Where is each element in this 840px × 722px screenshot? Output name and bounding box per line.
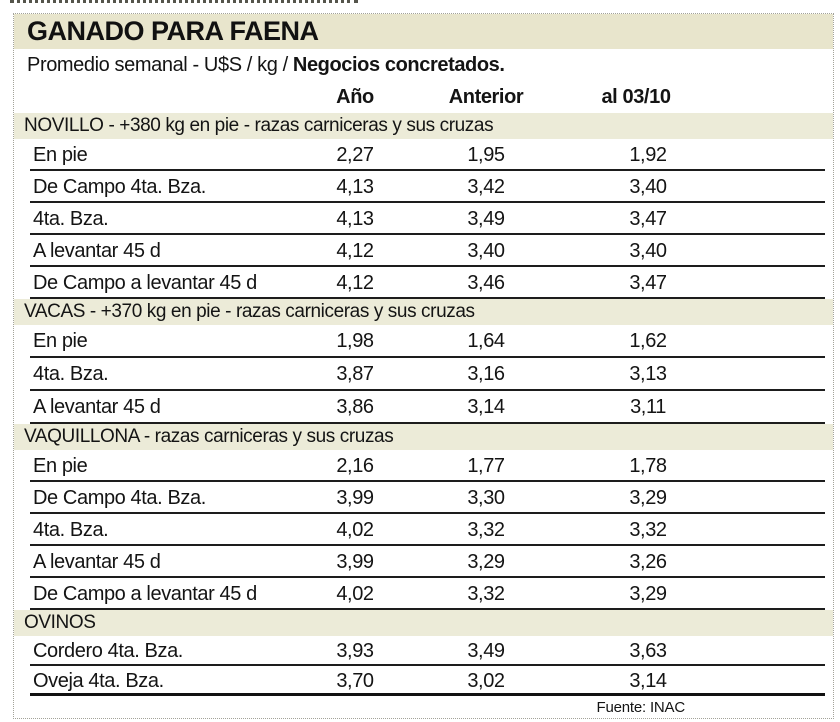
row-value: 3,14 [629,669,667,692]
row-value: 3,11 [630,396,666,418]
row-label: 4ta. Bza. [33,518,109,541]
table-row: Cordero 4ta. Bza. 3,93 3,49 3,63 [14,636,833,666]
section: OVINOS Cordero 4ta. Bza. 3,93 3,49 3,63 Oveja… [14,610,833,696]
table-row: De Campo a levantar 45 d 4,02 3,32 3,29 [14,578,833,610]
column-header-anterior: Anterior [448,85,524,108]
row-value: 3,49 [467,207,505,230]
table-row: Oveja 4ta. Bza. 3,70 3,02 3,14 [14,666,833,696]
row-value: 3,29 [629,582,667,605]
cropped-neighbor-dotted-line [10,0,358,3]
subtitle-bold: Negocios concretados. [292,54,505,76]
row-label: A levantar 45 d [33,550,161,573]
table-row: En pie 2,16 1,77 1,78 [14,450,833,482]
row-value: 4,12 [336,271,374,294]
section: VACAS - +370 kg en pie - razas carnicera… [14,299,833,424]
section-header: NOVILLO - +380 kg en pie - razas carnice… [14,113,833,139]
table-row: A levantar 45 d 4,12 3,40 3,40 [14,235,833,267]
row-value: 4,02 [336,518,374,541]
subtitle: Promedio semanal - U$S / kg / Negocios c… [14,49,833,81]
row-value: 3,40 [629,239,667,262]
row-value: 3,16 [467,363,505,385]
row-value: 2,16 [336,454,374,477]
row-value: 3,40 [629,175,667,198]
row-value: 3,46 [467,271,505,294]
source-credit: Fuente: INAC [596,699,686,716]
page-title: GANADO PARA FAENA [27,16,319,46]
row-label: Cordero 4ta. Bza. [33,639,183,662]
column-header-al-0310: al 03/10 [601,85,671,108]
row-label: A levantar 45 d [33,239,161,262]
section: NOVILLO - +380 kg en pie - razas carnice… [14,113,833,299]
row-value: 3,93 [336,639,374,662]
row-value: 3,47 [629,271,667,294]
row-value: 1,92 [629,143,667,166]
row-value: 3,29 [467,550,505,573]
table-row: A levantar 45 d 3,86 3,14 3,11 [14,391,833,424]
row-value: 1,95 [467,143,505,166]
row-value: 3,42 [467,175,505,198]
table-row: 4ta. Bza. 4,13 3,49 3,47 [14,203,833,235]
row-label: De Campo a levantar 45 d [33,582,257,605]
footer: Fuente: INAC [14,696,833,718]
table-row: 4ta. Bza. 4,02 3,32 3,32 [14,514,833,546]
column-header-row: Año Anterior al 03/10 [14,81,833,113]
section-header: VACAS - +370 kg en pie - razas carnicera… [14,299,833,325]
row-label: En pie [33,143,88,166]
title-band: GANADO PARA FAENA [14,14,833,49]
table-row: De Campo a levantar 45 d 4,12 3,46 3,47 [14,267,833,299]
row-label: De Campo 4ta. Bza. [33,486,206,509]
row-value: 3,26 [629,550,667,573]
row-value: 3,29 [629,486,667,509]
price-table-card: GANADO PARA FAENA Promedio semanal - U$S… [13,13,834,719]
row-value: 3,32 [467,518,505,541]
column-header-ano: Año [336,85,374,108]
row-value: 3,30 [467,486,505,509]
row-value: 1,78 [629,454,667,477]
row-label: En pie [33,330,88,352]
table-row: En pie 1,98 1,64 1,62 [14,325,833,358]
row-value: 1,77 [467,454,505,477]
row-value: 3,47 [629,207,667,230]
table-row: De Campo 4ta. Bza. 4,13 3,42 3,40 [14,171,833,203]
row-value: 3,40 [467,239,505,262]
row-value: 3,63 [629,639,667,662]
row-value: 3,49 [467,639,505,662]
row-value: 3,32 [629,518,667,541]
row-value: 3,32 [467,582,505,605]
table-body: NOVILLO - +380 kg en pie - razas carnice… [14,113,833,696]
table-row: En pie 2,27 1,95 1,92 [14,139,833,171]
row-label: De Campo 4ta. Bza. [33,175,206,198]
row-value: 3,87 [336,363,374,385]
row-value: 1,98 [336,330,374,352]
row-value: 3,70 [336,669,374,692]
row-label: En pie [33,454,88,477]
row-label: De Campo a levantar 45 d [33,271,257,294]
row-value: 4,12 [336,239,374,262]
row-value: 2,27 [336,143,374,166]
section: VAQUILLONA - razas carniceras y sus cruz… [14,424,833,610]
row-value: 3,14 [467,396,505,418]
table-row: 4ta. Bza. 3,87 3,16 3,13 [14,358,833,391]
row-label: Oveja 4ta. Bza. [33,669,164,692]
row-label: 4ta. Bza. [33,363,109,385]
row-value: 4,02 [336,582,374,605]
row-label: A levantar 45 d [33,396,161,418]
section-header: VAQUILLONA - razas carniceras y sus cruz… [14,424,833,450]
table-row: De Campo 4ta. Bza. 3,99 3,30 3,29 [14,482,833,514]
table-row: A levantar 45 d 3,99 3,29 3,26 [14,546,833,578]
row-value: 4,13 [336,175,374,198]
row-value: 1,62 [629,330,667,352]
row-value: 1,64 [467,330,505,352]
section-header: OVINOS [14,610,833,636]
subtitle-regular: Promedio semanal - U$S / kg / [27,54,293,76]
row-value: 3,86 [336,396,374,418]
row-value: 3,13 [629,363,667,385]
row-value: 3,99 [336,550,374,573]
row-label: 4ta. Bza. [33,207,109,230]
row-value: 3,99 [336,486,374,509]
row-value: 4,13 [336,207,374,230]
row-value: 3,02 [467,669,505,692]
